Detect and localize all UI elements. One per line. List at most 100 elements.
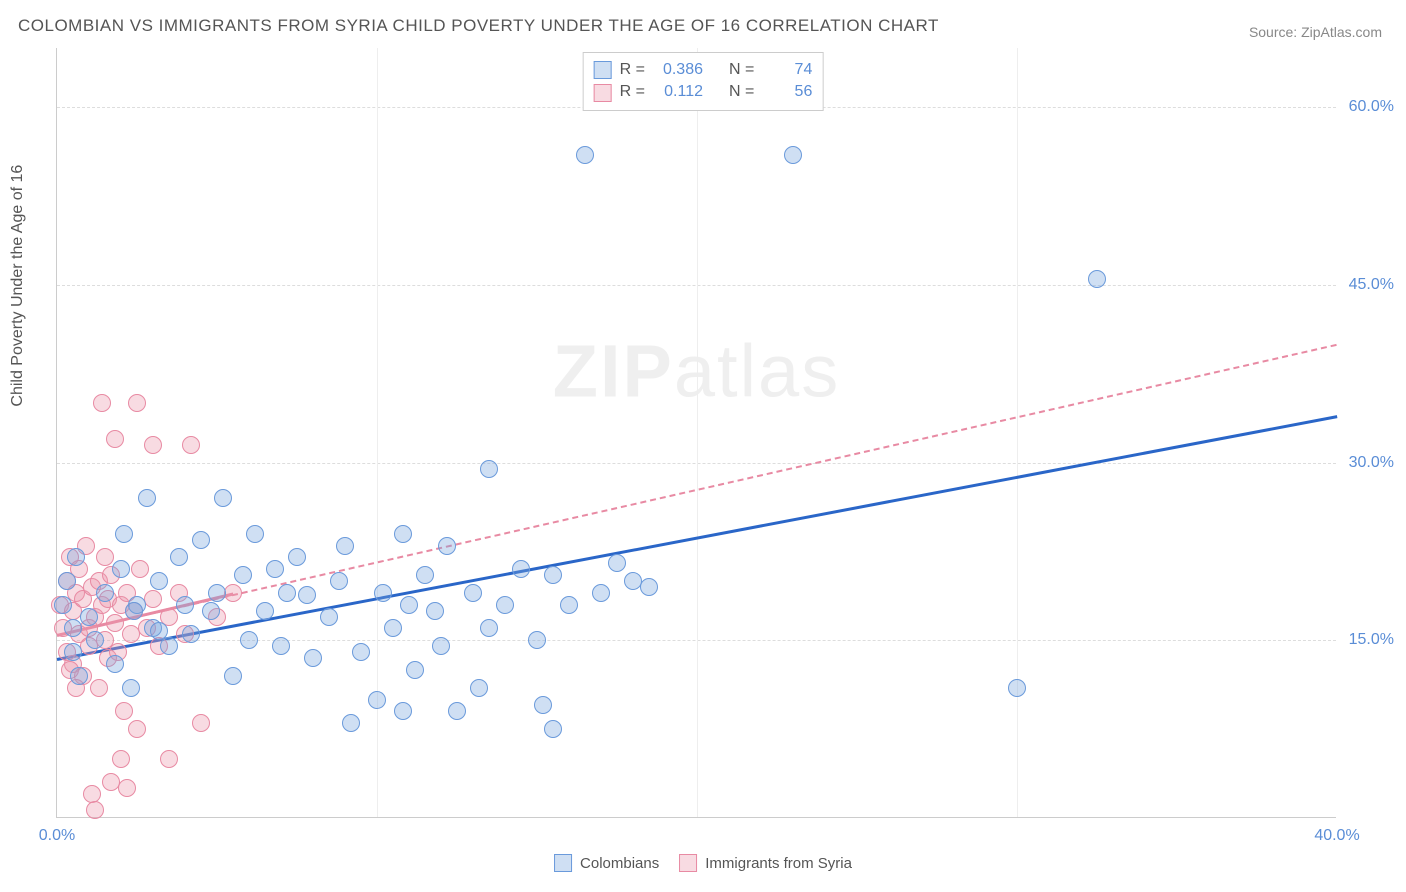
data-point xyxy=(125,602,143,620)
data-point xyxy=(528,631,546,649)
data-point xyxy=(240,631,258,649)
series-swatch-icon xyxy=(594,61,612,79)
data-point xyxy=(480,619,498,637)
chart-legend: Colombians Immigrants from Syria xyxy=(554,854,852,872)
data-point xyxy=(394,702,412,720)
data-point xyxy=(86,631,104,649)
legend-label: Immigrants from Syria xyxy=(705,855,852,872)
data-point xyxy=(80,608,98,626)
data-point xyxy=(336,537,354,555)
n-label: N = xyxy=(729,59,754,81)
data-point xyxy=(400,596,418,614)
data-point xyxy=(96,548,114,566)
data-point xyxy=(368,691,386,709)
source-label: Source: ZipAtlas.com xyxy=(1249,24,1382,40)
data-point xyxy=(592,584,610,602)
data-point xyxy=(496,596,514,614)
data-point xyxy=(160,750,178,768)
data-point xyxy=(58,572,76,590)
stats-row: R = 0.112 N = 56 xyxy=(594,81,813,103)
data-point xyxy=(426,602,444,620)
x-tick-label: 40.0% xyxy=(1314,827,1359,845)
data-point xyxy=(150,622,168,640)
data-point xyxy=(182,625,200,643)
data-point xyxy=(138,489,156,507)
data-point xyxy=(512,560,530,578)
data-point xyxy=(192,714,210,732)
y-axis-label: Child Poverty Under the Age of 16 xyxy=(9,165,27,407)
y-tick-label: 45.0% xyxy=(1349,276,1394,294)
r-value: 0.112 xyxy=(653,81,703,103)
data-point xyxy=(118,779,136,797)
n-label: N = xyxy=(729,81,754,103)
data-point xyxy=(384,619,402,637)
data-point xyxy=(64,619,82,637)
data-point xyxy=(432,637,450,655)
data-point xyxy=(128,720,146,738)
chart-title: COLOMBIAN VS IMMIGRANTS FROM SYRIA CHILD… xyxy=(18,16,939,36)
data-point xyxy=(106,614,124,632)
legend-swatch-icon xyxy=(554,854,572,872)
data-point xyxy=(352,643,370,661)
data-point xyxy=(112,560,130,578)
data-point xyxy=(374,584,392,602)
data-point xyxy=(106,655,124,673)
data-point xyxy=(54,596,72,614)
legend-swatch-icon xyxy=(679,854,697,872)
data-point xyxy=(448,702,466,720)
data-point xyxy=(576,146,594,164)
data-point xyxy=(122,679,140,697)
data-point xyxy=(86,801,104,819)
data-point xyxy=(288,548,306,566)
data-point xyxy=(144,436,162,454)
data-point xyxy=(90,679,108,697)
data-point xyxy=(406,661,424,679)
data-point xyxy=(70,667,88,685)
data-point xyxy=(480,460,498,478)
data-point xyxy=(96,584,114,602)
y-tick-label: 15.0% xyxy=(1349,631,1394,649)
data-point xyxy=(272,637,290,655)
data-point xyxy=(256,602,274,620)
data-point xyxy=(534,696,552,714)
data-point xyxy=(304,649,322,667)
data-point xyxy=(202,602,220,620)
x-tick-label: 0.0% xyxy=(39,827,75,845)
data-point xyxy=(544,720,562,738)
data-point xyxy=(67,548,85,566)
data-point xyxy=(640,578,658,596)
data-point xyxy=(320,608,338,626)
data-point xyxy=(150,572,168,590)
data-point xyxy=(544,566,562,584)
data-point xyxy=(1088,270,1106,288)
data-point xyxy=(128,394,146,412)
data-point xyxy=(112,750,130,768)
y-tick-label: 60.0% xyxy=(1349,98,1394,116)
data-point xyxy=(131,560,149,578)
data-point xyxy=(176,596,194,614)
gridline-v xyxy=(1017,48,1018,817)
data-point xyxy=(182,436,200,454)
data-point xyxy=(330,572,348,590)
data-point xyxy=(278,584,296,602)
n-value: 56 xyxy=(762,81,812,103)
data-point xyxy=(1008,679,1026,697)
data-point xyxy=(246,525,264,543)
data-point xyxy=(342,714,360,732)
data-point xyxy=(64,643,82,661)
y-tick-label: 30.0% xyxy=(1349,454,1394,472)
series-swatch-icon xyxy=(594,84,612,102)
data-point xyxy=(470,679,488,697)
data-point xyxy=(266,560,284,578)
r-value: 0.386 xyxy=(653,59,703,81)
data-point xyxy=(394,525,412,543)
data-point xyxy=(144,590,162,608)
data-point xyxy=(115,525,133,543)
data-point xyxy=(438,537,456,555)
gridline-v xyxy=(697,48,698,817)
n-value: 74 xyxy=(762,59,812,81)
legend-item: Colombians xyxy=(554,854,659,872)
data-point xyxy=(224,667,242,685)
data-point xyxy=(170,548,188,566)
data-point xyxy=(784,146,802,164)
